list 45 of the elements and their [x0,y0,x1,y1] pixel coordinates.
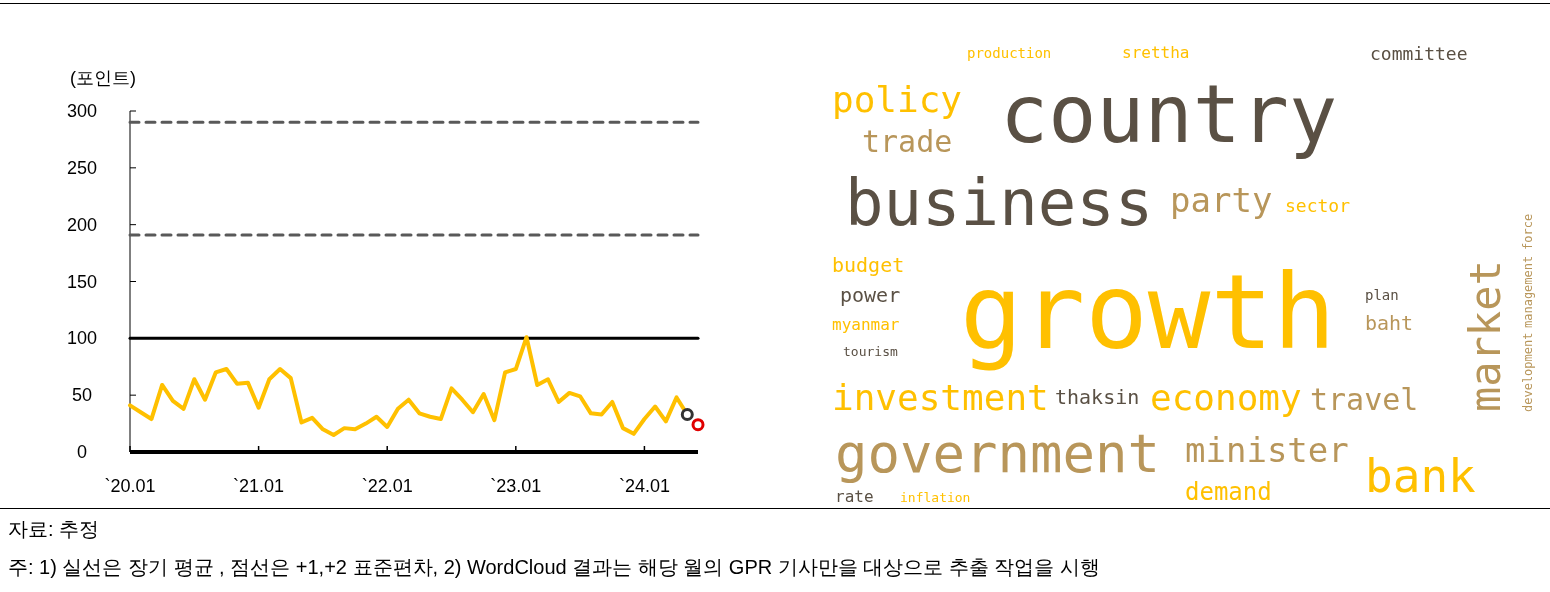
y-tick-label: 250 [66,157,98,178]
text: country [1000,68,1338,161]
text: sector [1285,195,1351,216]
text: travel [1310,382,1419,417]
text: rate [835,487,874,506]
text: power [840,283,901,307]
text: trade [862,124,953,159]
y-axis-title: (포인트) [70,68,136,88]
text: demand [1185,478,1272,506]
text: baht [1365,311,1414,335]
text: business [845,166,1154,240]
y-tick-label: 50 [71,385,93,406]
x-tick-label: `23.01 [490,476,542,496]
x-tick-label: `24.01 [618,476,670,496]
text: thaksin [1055,385,1140,409]
text: development [1521,332,1535,412]
text: economy [1150,377,1302,418]
x-tick-label: `22.01 [361,476,413,496]
y-tick-label: 100 [66,328,98,349]
x-tick-label: `20.01 [104,476,156,496]
text: plan [1365,287,1399,303]
text: government [835,422,1161,485]
text: myanmar [832,315,900,334]
text: party [1170,180,1273,220]
text: minister [1185,430,1349,470]
text: market [1461,260,1510,412]
text: srettha [1122,43,1190,62]
text: investment [832,377,1049,418]
text: 자료: 추정 [8,518,100,540]
y-tick-label: 200 [66,214,98,235]
text: tourism [843,344,898,359]
text: management [1521,255,1535,328]
text: production [967,45,1052,61]
text: 주: 1) 실선은 장기 평균 , 점선은 +1,+2 표준편차, 2) WordCloud 결과는 해당 월의 GPR 기사만을 대상으로 추출 작업을 시행 [8,556,1100,578]
text: bank [1365,449,1476,503]
x-tick-label: `21.01 [233,476,285,496]
text: inflation [900,490,971,505]
y-tick-label: 0 [76,442,88,462]
text: policy [832,79,963,120]
text: growth [960,251,1336,373]
text: force [1521,213,1535,250]
text: budget [832,253,905,277]
y-tick-label: 150 [66,271,98,292]
y-tick-label: 300 [66,101,98,121]
text: committee [1370,43,1468,64]
